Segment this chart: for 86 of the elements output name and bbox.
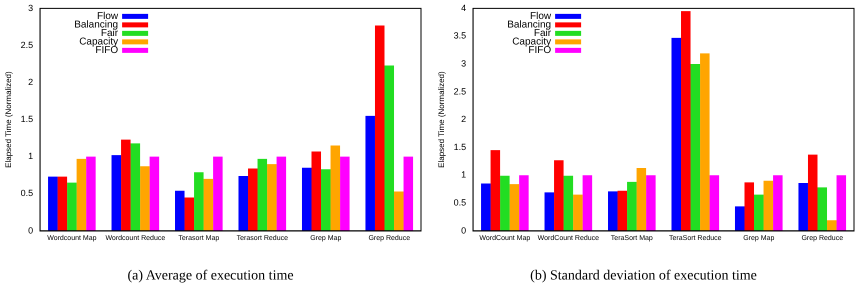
bar xyxy=(798,182,808,231)
legend-label: Balancing xyxy=(507,20,552,31)
bar xyxy=(204,178,214,231)
bar xyxy=(267,164,277,231)
bar xyxy=(681,11,691,231)
bar xyxy=(481,184,491,231)
bar xyxy=(636,168,646,231)
bar xyxy=(700,53,710,231)
y-tick-label: 1 xyxy=(28,151,34,162)
bar xyxy=(618,190,628,231)
bar xyxy=(710,175,720,231)
bar xyxy=(384,65,394,231)
bar xyxy=(608,191,618,231)
bar xyxy=(150,156,160,231)
y-tick-label: 1.5 xyxy=(20,114,34,124)
y-axis-title: Elapsed Time (Normalized) xyxy=(437,71,446,168)
bar xyxy=(827,220,837,231)
legend-label: Balancing xyxy=(74,20,118,31)
bar xyxy=(140,166,150,231)
bar xyxy=(194,172,204,231)
bar xyxy=(248,168,258,231)
text: (a) Average of execution time xyxy=(127,268,294,284)
y-tick-label: 2 xyxy=(28,77,34,88)
bar xyxy=(76,158,86,231)
bar xyxy=(500,176,510,231)
legend-label: Capacity xyxy=(512,36,552,48)
bar xyxy=(340,156,350,231)
bar xyxy=(734,206,744,231)
bar xyxy=(175,190,185,231)
bar xyxy=(258,158,268,231)
y-tick-label: 0 xyxy=(461,225,466,236)
bar xyxy=(404,156,414,231)
bar xyxy=(808,154,818,231)
bar xyxy=(671,38,682,231)
bar xyxy=(58,176,68,231)
bar xyxy=(554,160,564,231)
bar xyxy=(374,25,384,231)
bar xyxy=(744,182,754,231)
bar xyxy=(112,155,122,231)
bar xyxy=(302,168,312,231)
bar xyxy=(184,197,194,231)
bar xyxy=(510,184,520,231)
y-tick-label: 1 xyxy=(461,170,466,180)
bar xyxy=(490,150,500,231)
bar xyxy=(544,192,554,231)
bar xyxy=(48,176,58,231)
bar xyxy=(573,194,583,231)
bar xyxy=(836,175,846,231)
bar xyxy=(365,116,375,231)
bar xyxy=(627,182,637,231)
bar xyxy=(238,176,248,231)
bar xyxy=(67,182,77,231)
bar xyxy=(646,175,656,231)
text: (b) Standard deviation of execution time xyxy=(530,268,757,284)
y-tick-label: 2.5 xyxy=(454,86,466,96)
bar xyxy=(754,194,764,231)
y-tick-label: 3 xyxy=(461,58,466,68)
legend-label: Capacity xyxy=(79,36,118,48)
legend-label: FIFO xyxy=(528,45,552,56)
y-tick-label: 3.5 xyxy=(454,30,466,41)
bar xyxy=(519,175,529,231)
y-tick-label: 2 xyxy=(461,114,466,124)
bar xyxy=(311,151,322,231)
y-tick-label: 0 xyxy=(28,225,34,236)
bar xyxy=(86,156,96,231)
bar xyxy=(213,156,223,231)
bar xyxy=(330,146,340,231)
y-tick-label: 0.5 xyxy=(20,188,34,198)
bar xyxy=(564,176,574,231)
bar xyxy=(321,169,331,231)
y-tick-label: 3 xyxy=(28,2,34,13)
bar xyxy=(582,175,592,231)
bar xyxy=(130,143,140,231)
bar xyxy=(773,175,783,231)
y-axis-title: Elapsed Time (Normalized) xyxy=(4,71,14,168)
bar xyxy=(394,192,404,231)
bar xyxy=(690,64,700,231)
y-tick-label: 2.5 xyxy=(20,40,34,50)
bar xyxy=(818,187,828,231)
y-tick-label: 1.5 xyxy=(454,142,466,152)
bar xyxy=(276,156,286,231)
bar xyxy=(764,180,774,231)
legend-label: FIFO xyxy=(95,45,118,56)
y-tick-label: 0.5 xyxy=(454,197,466,208)
bar xyxy=(121,140,131,231)
y-tick-label: 4 xyxy=(461,2,466,13)
